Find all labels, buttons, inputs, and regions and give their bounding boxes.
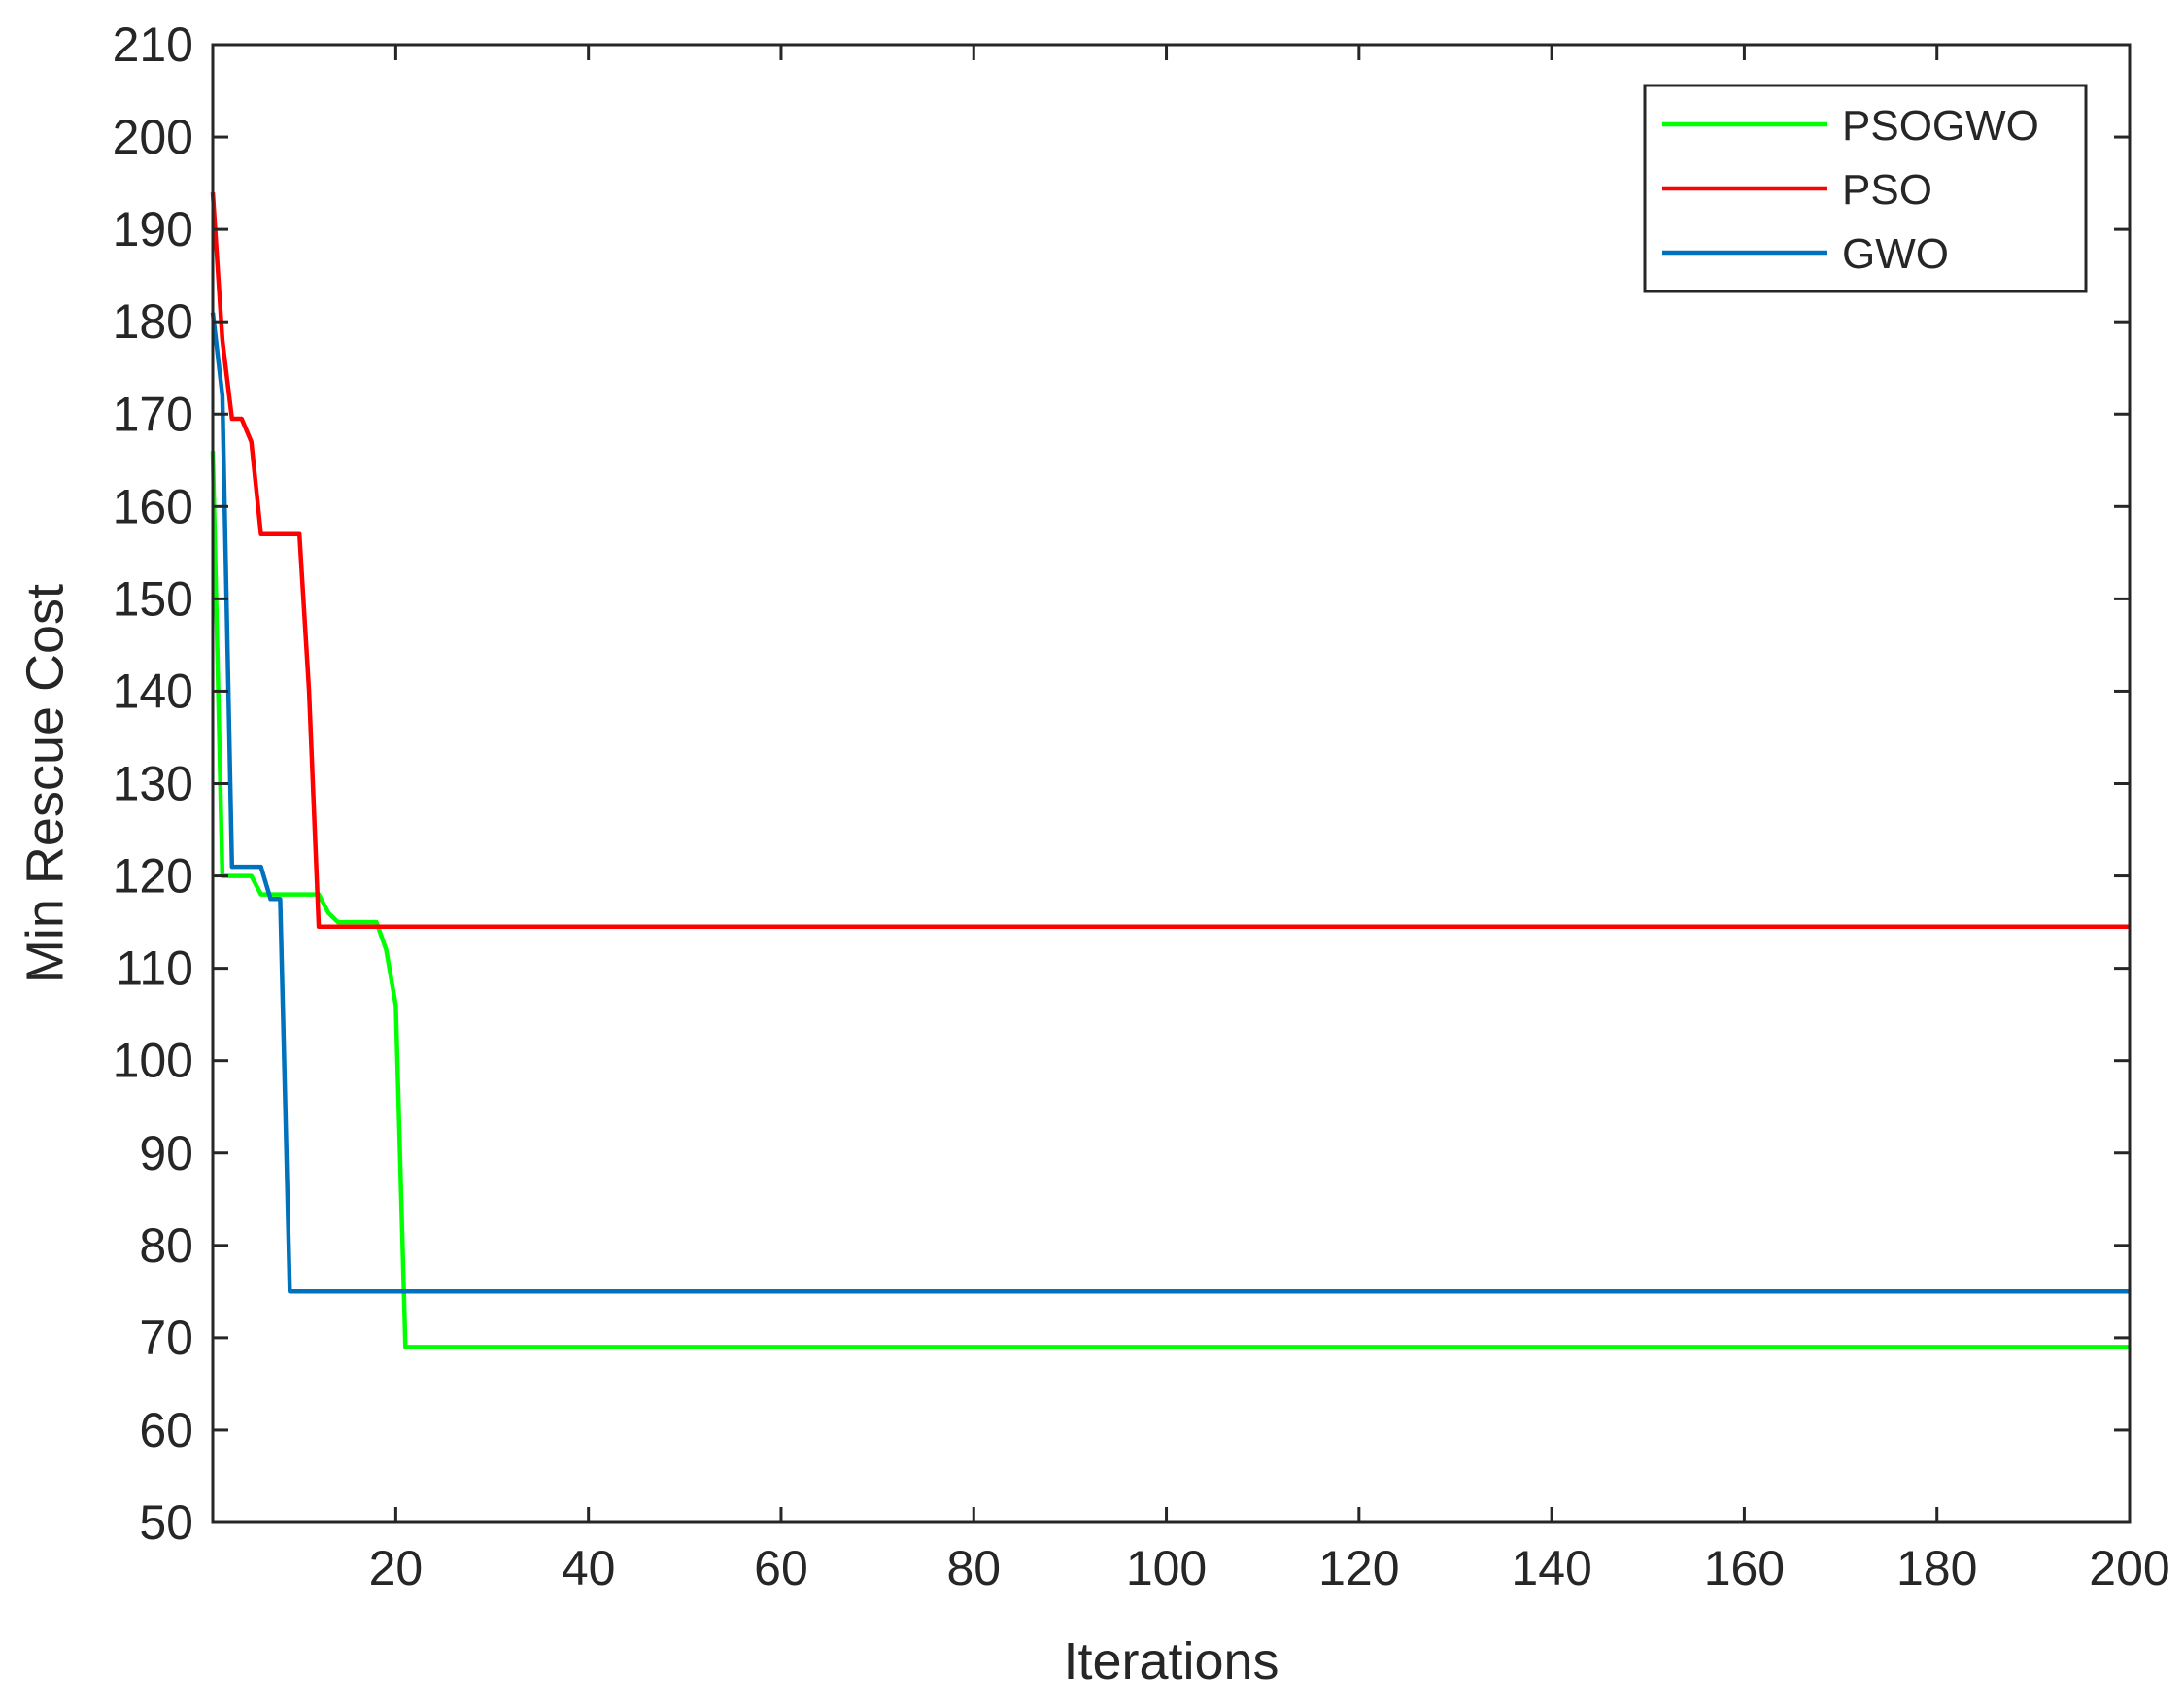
y-tick-label: 180 [113,294,193,349]
legend-label-pso: PSO [1842,166,1932,214]
y-tick-label: 110 [116,941,193,996]
series-line-pso [210,191,2130,930]
ticks-layer: 20 40 60 80 100 120 140 160 180 200 50 60 70 80 90 100 1… [113,17,2170,1595]
x-tick-label: 140 [1511,1541,1591,1595]
x-tick-label: 180 [1896,1541,1977,1595]
y-tick-label: 60 [139,1403,193,1457]
x-tick-label: 80 [946,1541,1001,1595]
y-tick-label: 140 [113,664,193,718]
y-tick-label: 80 [139,1218,193,1273]
y-tick-label: 200 [113,110,193,164]
x-tick-label: 160 [1704,1541,1785,1595]
y-tick-label: 190 [113,202,193,256]
y-tick-label: 150 [113,571,193,626]
x-tick-label: 60 [754,1541,808,1595]
x-tick-label: 200 [2089,1541,2169,1595]
y-tick-label: 100 [113,1034,193,1088]
legend-label-gwo: GWO [1842,230,1949,278]
y-tick-label: 130 [113,757,193,811]
legend-label-psogwo: PSOGWO [1842,102,2039,150]
y-tick-label: 210 [113,17,193,72]
series-layer [210,191,2130,1349]
legend-box [1643,84,2088,293]
y-tick-label: 170 [113,387,193,441]
x-tick-label: 120 [1318,1541,1399,1595]
y-tick-label: 70 [139,1311,193,1365]
y-tick-label: 160 [113,479,193,533]
y-tick-label: 120 [113,849,193,904]
x-tick-label: 40 [562,1541,616,1595]
y-axis-title: Min Rescue Cost [16,584,74,983]
x-axis-title: Iterations [1063,1632,1279,1691]
x-tick-label: 20 [369,1541,424,1595]
series-line-gwo [210,312,2130,1294]
y-tick-label: 90 [139,1126,193,1180]
x-tick-label: 100 [1126,1541,1207,1595]
y-tick-label: 50 [139,1495,193,1550]
